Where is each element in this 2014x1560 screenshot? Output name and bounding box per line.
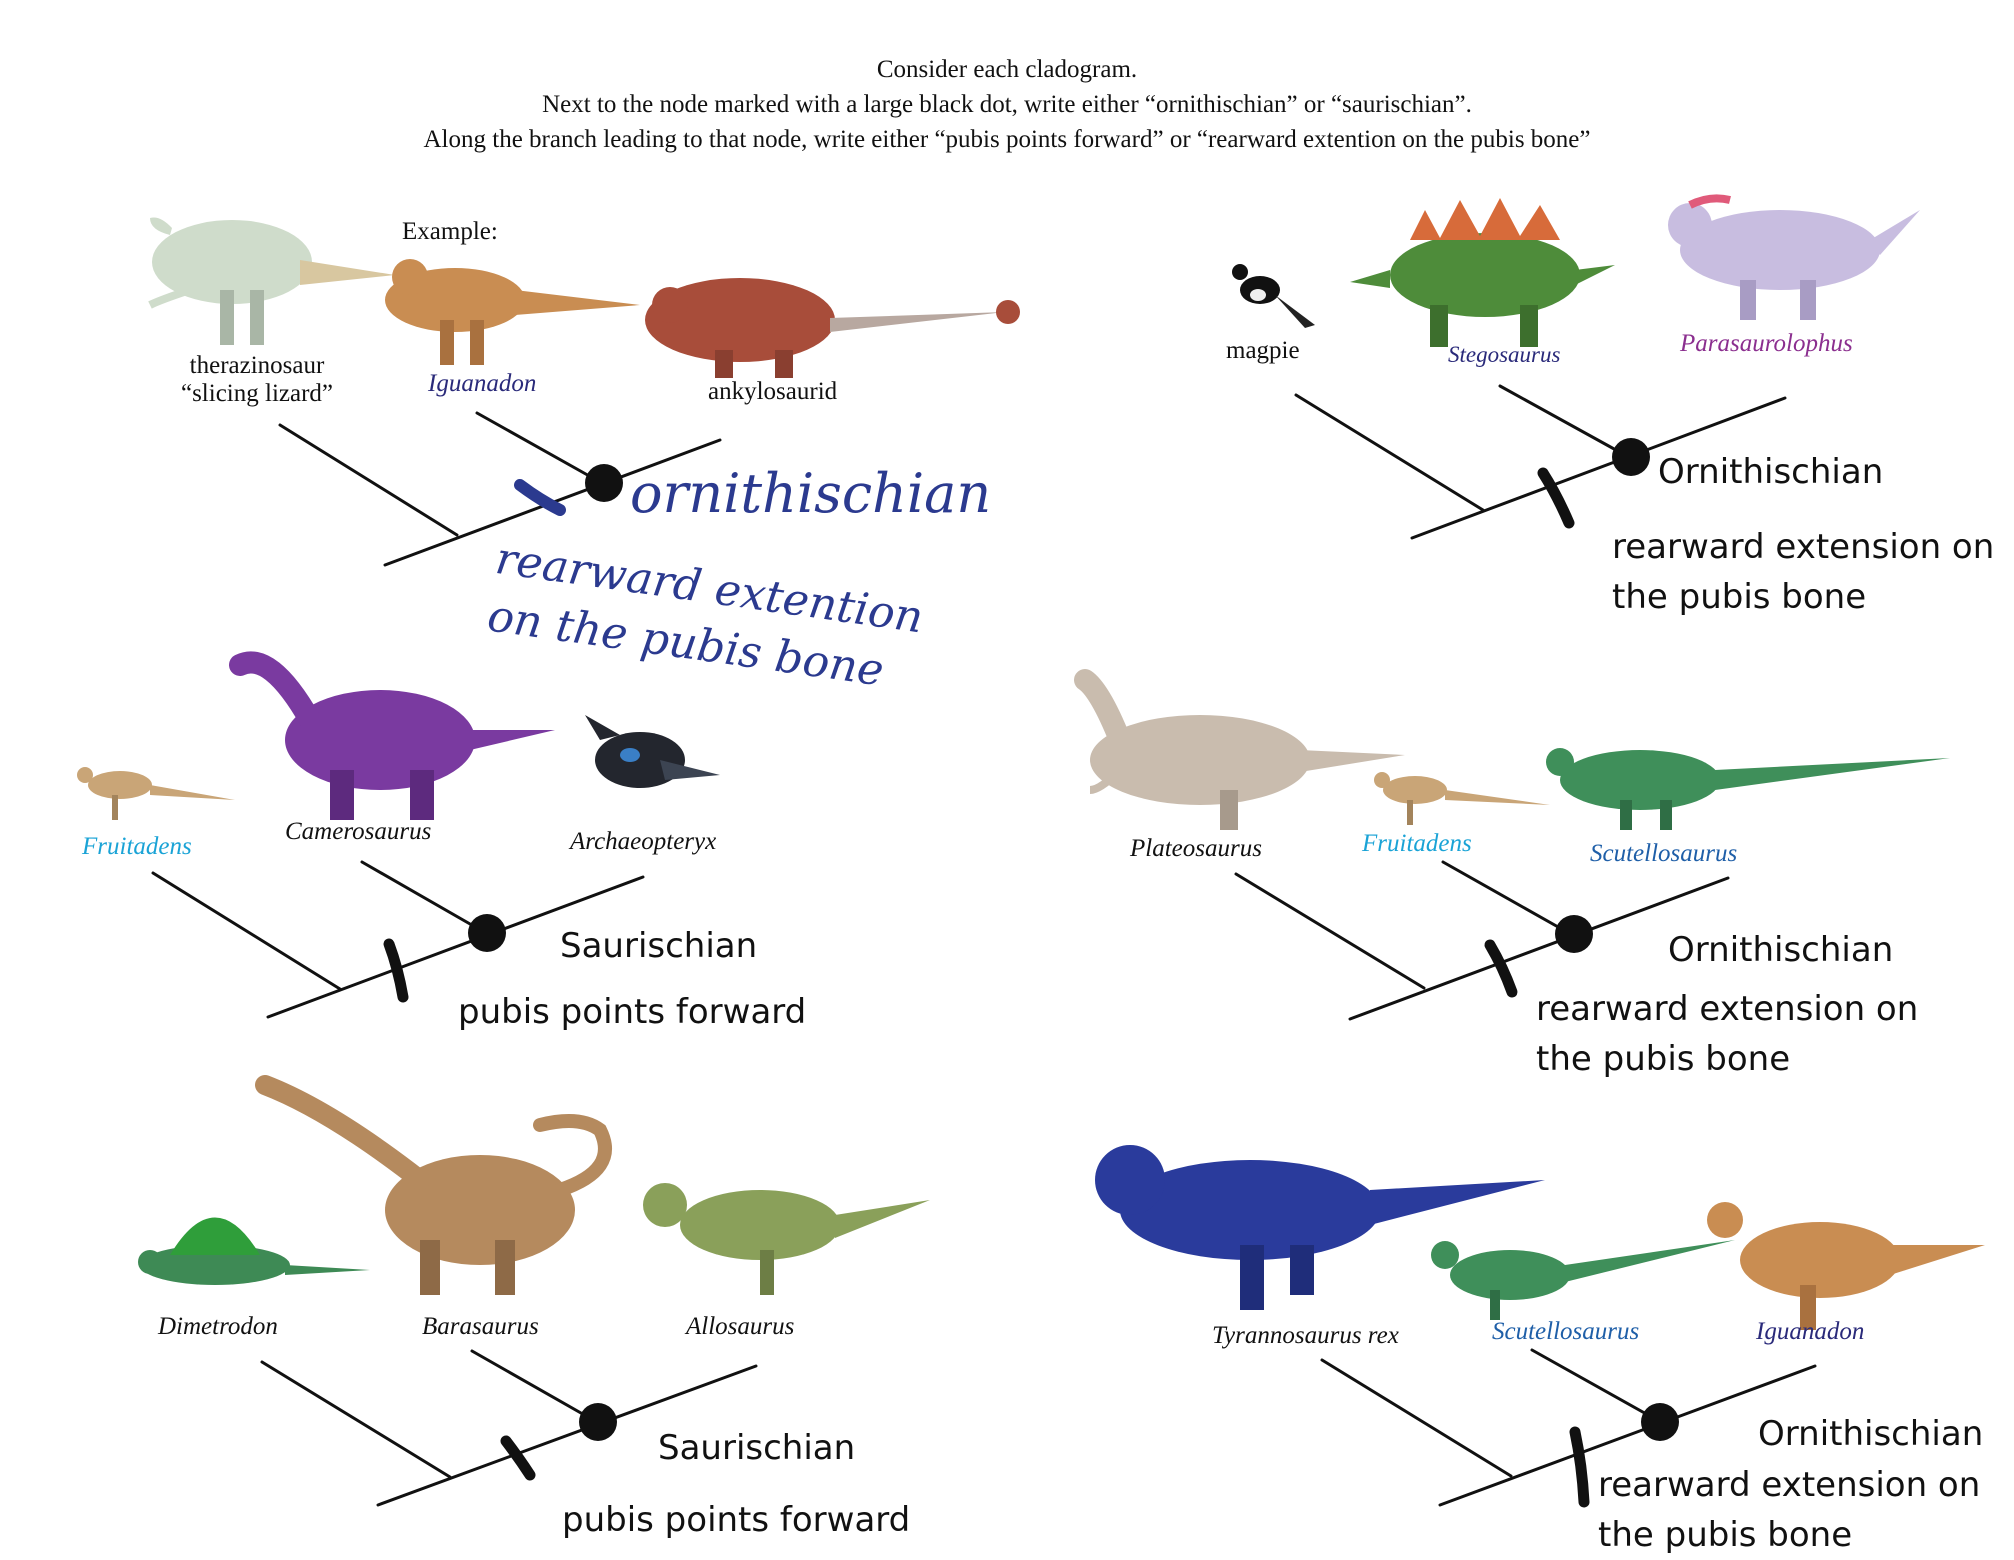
node-answer-5: Saurischian xyxy=(658,1428,856,1468)
archaeopteryx-illustration xyxy=(585,715,720,788)
node-dot-6 xyxy=(1641,1403,1679,1441)
branch-mark-3 xyxy=(383,938,409,1003)
cladogram-4-tree xyxy=(1234,860,1730,1021)
iguanodon-illustration-2 xyxy=(1707,1202,1985,1330)
node-dot-1 xyxy=(585,464,623,502)
branch-mark-2 xyxy=(1537,467,1575,529)
cladogram-6-tree xyxy=(1320,1348,1817,1507)
branch-mark-1 xyxy=(514,479,566,516)
node-answer-1: ornithischian xyxy=(630,462,992,525)
plateosaurus-illustration xyxy=(1074,669,1405,830)
example-label: Example: xyxy=(402,218,498,245)
camarasaurus-illustration xyxy=(229,651,555,820)
instruction-line-2: Next to the node marked with a large bla… xyxy=(542,91,1472,118)
taxon-iguanodon: Iguanadon xyxy=(428,370,537,397)
instruction-line-3: Along the branch leading to that node, w… xyxy=(423,126,1591,153)
taxon-plateosaurus: Plateosaurus xyxy=(1130,835,1262,862)
branch-answer-6: rearward extension on the pubis bone xyxy=(1598,1465,1981,1555)
node-dot-3 xyxy=(468,914,506,952)
cladogram-5-tree xyxy=(260,1349,758,1507)
allosaurus-illustration xyxy=(643,1183,930,1295)
scutellosaurus-illustration xyxy=(1546,748,1950,830)
fruitadens-illustration-2 xyxy=(1374,772,1550,825)
taxon-fruitadens-2: Fruitadens xyxy=(1362,830,1472,857)
tyrannosaurus-illustration xyxy=(1095,1145,1545,1310)
branch-answer-3: pubis points forward xyxy=(458,992,807,1032)
branch-answer-5: pubis points forward xyxy=(562,1500,911,1540)
magpie-illustration xyxy=(1232,264,1315,328)
taxon-archaeopteryx: Archaeopteryx xyxy=(570,828,717,855)
branch-mark-5 xyxy=(500,1435,536,1481)
taxon-scutellosaurus-2: Scutellosaurus xyxy=(1492,1318,1640,1345)
taxon-iguanadon-2: Iguanadon xyxy=(1756,1318,1865,1345)
instruction-line-1: Consider each cladogram. xyxy=(876,56,1138,83)
scutellosaurus-illustration-2 xyxy=(1431,1240,1735,1320)
node-dot-2 xyxy=(1612,438,1650,476)
cladogram-3-tree xyxy=(151,860,645,1019)
taxon-scutellosaurus: Scutellosaurus xyxy=(1590,840,1738,867)
fruitadens-illustration xyxy=(77,767,235,820)
node-answer-6: Ornithischian xyxy=(1758,1414,1984,1454)
taxon-dimetrodon: Dimetrodon xyxy=(158,1313,278,1340)
taxon-tyrannosaurus-rex: Tyrannosaurus rex xyxy=(1212,1322,1399,1349)
taxon-parasaurolophus: Parasaurolophus xyxy=(1680,330,1853,357)
node-dot-4 xyxy=(1555,915,1593,953)
node-answer-3: Saurischian xyxy=(560,926,758,966)
cladogram-2-tree xyxy=(1294,384,1787,540)
taxon-camerosaurus: Camerosaurus xyxy=(285,818,432,845)
barosaurus-illustration xyxy=(255,1075,612,1295)
taxon-barasaurus: Barasaurus xyxy=(422,1313,539,1340)
node-answer-4: Ornithischian xyxy=(1668,930,1894,970)
dimetrodon-illustration xyxy=(138,1217,370,1285)
taxon-fruitadens: Fruitadens xyxy=(82,833,192,860)
therizinosaur-illustration xyxy=(148,217,395,345)
node-dot-5 xyxy=(579,1403,617,1441)
taxon-stegosaurus: Stegosaurus xyxy=(1448,342,1561,367)
iguanodon-illustration xyxy=(385,259,640,365)
taxon-ankylosaurid: ankylosaurid xyxy=(708,378,838,405)
parasaurolophus-illustration xyxy=(1668,194,1920,320)
stegosaurus-illustration xyxy=(1350,198,1615,347)
branch-answer-2: rearward extension on the pubis bone xyxy=(1612,527,1995,617)
branch-mark-4 xyxy=(1484,939,1518,998)
ankylosaurid-illustration xyxy=(645,278,1020,378)
node-answer-2: Ornithischian xyxy=(1658,452,1884,492)
taxon-therizinosaur: therazinosaur “slicing lizard” xyxy=(180,352,333,407)
taxon-allosaurus: Allosaurus xyxy=(686,1313,795,1340)
branch-mark-6 xyxy=(1569,1426,1590,1508)
branch-answer-4: rearward extension on the pubis bone xyxy=(1536,989,1919,1079)
taxon-magpie: magpie xyxy=(1226,337,1300,364)
